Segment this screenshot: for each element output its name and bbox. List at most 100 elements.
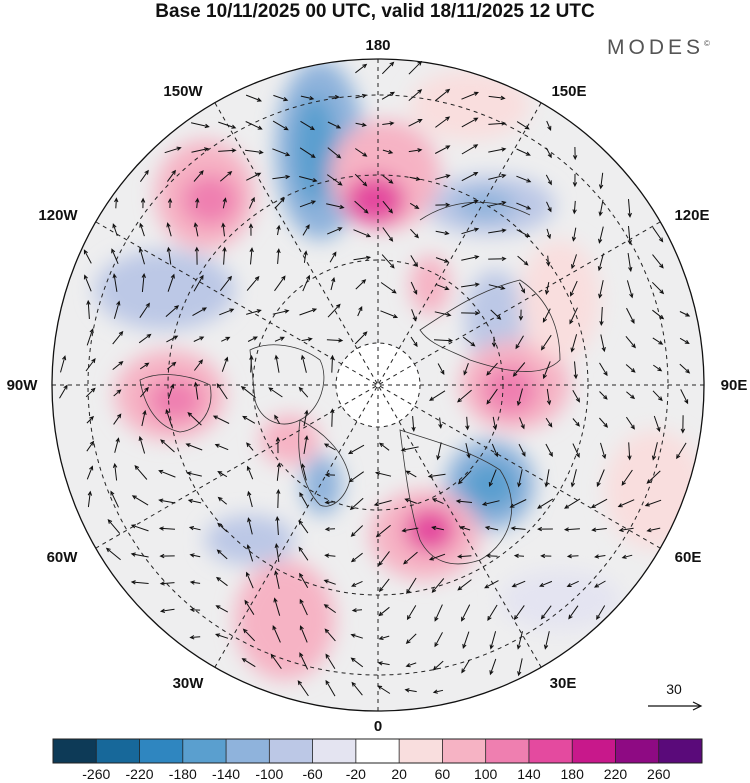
wind-arrow <box>537 498 554 509</box>
wind-arrow <box>510 526 526 531</box>
wind-arrow <box>273 597 281 616</box>
wind-arrow <box>600 334 606 353</box>
wind-arrow <box>245 571 254 589</box>
wind-arrow <box>112 360 124 370</box>
wind-arrow <box>140 386 149 398</box>
wind-arrow <box>215 605 229 613</box>
wind-arrow <box>194 246 200 265</box>
wind-arrow <box>301 337 313 342</box>
wind-arrow <box>512 362 526 377</box>
wind-arrow <box>563 527 580 532</box>
wind-arrow <box>545 147 552 159</box>
colorbar-segment <box>615 739 660 763</box>
colorbar-segment <box>269 739 314 763</box>
wind-arrow <box>303 250 308 263</box>
wind-arrow <box>545 174 552 186</box>
wind-arrow <box>600 442 607 460</box>
wind-arrow <box>627 442 632 461</box>
wind-arrow <box>488 469 497 488</box>
wind-arrow <box>139 222 145 237</box>
wind-arrow <box>246 172 262 181</box>
red-kamchatka <box>410 70 530 140</box>
wind-arrow <box>274 414 281 424</box>
lon-label-120w: 120W <box>38 207 78 224</box>
wind-arrow <box>105 547 121 561</box>
wind-arrow <box>276 488 281 509</box>
wind-arrow <box>428 553 446 561</box>
wind-arrow <box>381 91 396 100</box>
wind-arrow <box>217 496 228 505</box>
wind-arrow <box>193 274 204 292</box>
wind-arrow <box>405 633 417 644</box>
wind-arrow <box>410 255 418 268</box>
red-bering-core <box>345 175 405 225</box>
brand-text: MODES <box>607 36 705 59</box>
wind-arrow <box>489 658 497 676</box>
wind-arrow <box>542 308 551 323</box>
wind-arrow <box>570 280 578 297</box>
wind-arrow <box>357 305 363 317</box>
wind-arrow <box>680 389 689 405</box>
wind-arrow <box>465 416 470 431</box>
wind-arrow <box>457 470 472 485</box>
wind-arrow <box>461 117 479 128</box>
wind-arrow <box>546 228 551 240</box>
wind-arrow <box>327 147 342 159</box>
wind-arrow <box>432 689 444 694</box>
wind-arrow <box>166 335 179 343</box>
wind-arrow <box>324 628 336 642</box>
wind-arrow <box>166 361 177 370</box>
wind-arrow <box>86 328 94 346</box>
wind-arrow <box>167 383 175 399</box>
wind-arrow <box>515 335 524 350</box>
wind-arrow <box>354 331 368 345</box>
wind-arrow <box>626 391 636 400</box>
wind-arrow <box>465 443 471 459</box>
wind-arrow <box>159 553 175 559</box>
coastline-canadian-archipelago <box>249 344 325 425</box>
wind-arrow <box>373 500 392 507</box>
wind-arrow <box>571 254 577 270</box>
wind-arrow <box>113 389 122 397</box>
wind-arrow <box>435 230 450 236</box>
wind-arrow <box>408 148 423 153</box>
wind-arrow <box>189 607 201 613</box>
wind-arrow <box>680 415 686 434</box>
wind-arrow <box>572 418 580 427</box>
wind-arrow <box>214 443 229 451</box>
wind-arrow <box>141 409 147 427</box>
wind-arrow <box>83 274 92 292</box>
wind-arrow <box>221 336 231 342</box>
wind-arrow <box>298 386 309 398</box>
wind-arrow <box>409 202 420 209</box>
wind-arrow <box>218 121 237 129</box>
wind-vectors <box>59 60 691 697</box>
wind-arrow <box>382 121 395 126</box>
wind-arrow <box>490 309 502 320</box>
colorbar-segment <box>139 739 184 763</box>
wind-arrow <box>138 333 152 344</box>
wind-arrow <box>652 337 664 345</box>
wind-arrow <box>193 381 199 400</box>
wind-arrow <box>540 553 552 559</box>
wind-arrow <box>114 197 119 209</box>
wind-arrow <box>462 631 470 649</box>
wind-arrow <box>593 580 606 588</box>
wind-arrow <box>328 94 340 100</box>
wind-arrow <box>625 416 635 430</box>
wind-arrow <box>298 519 309 534</box>
wind-arrow <box>245 149 264 155</box>
colorbar-segment <box>226 739 270 763</box>
wind-arrow <box>351 681 363 696</box>
wind-arrow <box>327 121 342 129</box>
wind-arrow <box>597 253 604 272</box>
wind-arrow <box>246 465 254 480</box>
wind-arrow <box>518 309 524 321</box>
wind-arrow <box>481 500 500 506</box>
wind-arrow <box>274 336 285 342</box>
red-europe-core <box>405 508 455 552</box>
wind-arrow <box>216 549 228 560</box>
wind-arrow <box>540 334 552 351</box>
wind-arrow <box>598 172 604 190</box>
wind-arrow <box>140 197 146 209</box>
